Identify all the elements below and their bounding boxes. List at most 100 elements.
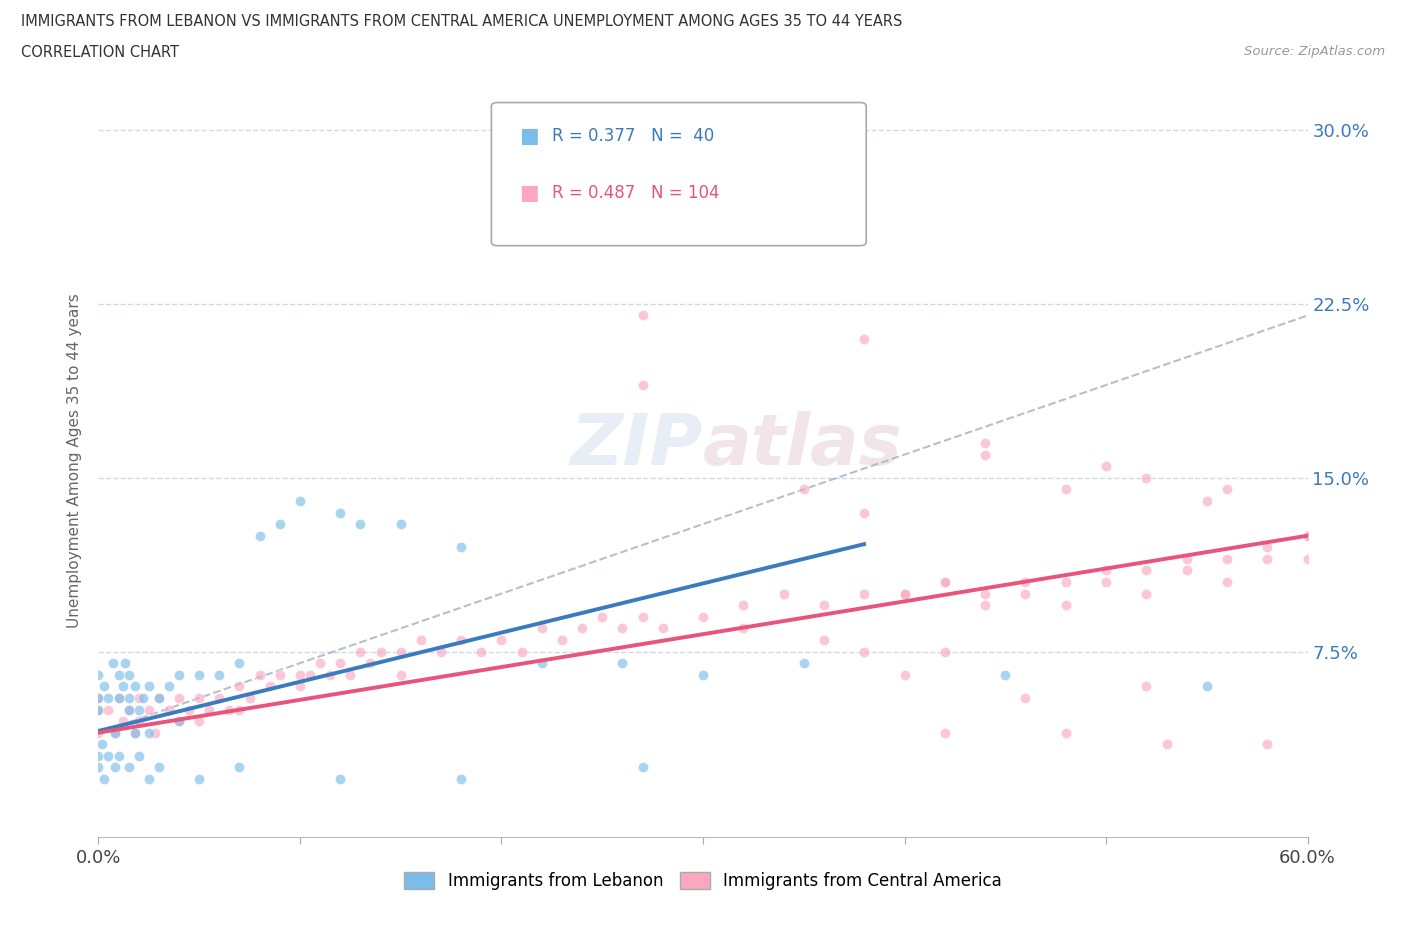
Text: atlas: atlas — [703, 411, 903, 480]
Point — [1256, 539, 1278, 554]
Point — [974, 447, 997, 462]
Point — [97, 690, 120, 705]
Text: R = 0.487   N = 104: R = 0.487 N = 104 — [551, 184, 720, 202]
Point — [87, 668, 110, 683]
Text: R = 0.377   N =  40: R = 0.377 N = 40 — [551, 127, 714, 145]
Point — [1296, 551, 1319, 566]
Point — [631, 760, 654, 775]
Point — [103, 725, 125, 740]
Point — [450, 632, 472, 647]
Point — [249, 528, 271, 543]
Point — [167, 690, 190, 705]
Point — [1216, 482, 1239, 497]
Point — [974, 598, 997, 613]
Point — [1135, 471, 1157, 485]
Point — [389, 517, 412, 532]
Point — [631, 308, 654, 323]
Point — [299, 668, 322, 683]
Point — [530, 621, 553, 636]
Point — [470, 644, 492, 659]
Point — [269, 668, 291, 683]
Point — [157, 679, 180, 694]
Point — [107, 690, 129, 705]
Point — [853, 586, 876, 601]
Point — [1156, 737, 1178, 751]
Point — [107, 749, 129, 764]
Text: ■: ■ — [519, 126, 538, 146]
Point — [1095, 575, 1118, 590]
Point — [198, 702, 221, 717]
Point — [1054, 598, 1077, 613]
Point — [128, 702, 150, 717]
Point — [1296, 528, 1319, 543]
Point — [692, 668, 714, 683]
Point — [974, 435, 997, 450]
Point — [179, 702, 201, 717]
Point — [87, 690, 110, 705]
Point — [148, 690, 170, 705]
Point — [188, 668, 211, 683]
Point — [1256, 551, 1278, 566]
Point — [813, 632, 835, 647]
Point — [853, 505, 876, 520]
Point — [813, 598, 835, 613]
Point — [1014, 575, 1036, 590]
Point — [370, 644, 392, 659]
Point — [329, 505, 352, 520]
Point — [1095, 563, 1118, 578]
Point — [733, 598, 755, 613]
Point — [148, 690, 170, 705]
Point — [259, 679, 281, 694]
Point — [1095, 458, 1118, 473]
Point — [510, 644, 533, 659]
Point — [93, 679, 115, 694]
Text: ■: ■ — [519, 183, 538, 203]
Point — [1256, 737, 1278, 751]
Point — [103, 760, 125, 775]
Point — [631, 378, 654, 392]
Point — [994, 668, 1017, 683]
Text: Source: ZipAtlas.com: Source: ZipAtlas.com — [1244, 45, 1385, 58]
Point — [349, 517, 371, 532]
Point — [491, 632, 513, 647]
Point — [450, 772, 472, 787]
Point — [228, 656, 250, 671]
Point — [87, 690, 110, 705]
Point — [1195, 494, 1218, 509]
Point — [138, 679, 160, 694]
Point — [93, 772, 115, 787]
Point — [389, 668, 412, 683]
Point — [101, 656, 124, 671]
Point — [118, 702, 141, 717]
Point — [188, 713, 211, 728]
Point — [167, 668, 190, 683]
Point — [128, 749, 150, 764]
Point — [1296, 528, 1319, 543]
Point — [1175, 551, 1198, 566]
Point — [793, 482, 815, 497]
Point — [934, 575, 956, 590]
Point — [309, 656, 332, 671]
Point — [893, 586, 915, 601]
Point — [1135, 563, 1157, 578]
Point — [430, 644, 453, 659]
Point — [167, 713, 190, 728]
Point — [450, 539, 472, 554]
Point — [288, 679, 311, 694]
Point — [97, 702, 120, 717]
Point — [360, 656, 382, 671]
Point — [1054, 575, 1077, 590]
Point — [87, 749, 110, 764]
Point — [793, 180, 815, 195]
Point — [218, 702, 240, 717]
Point — [111, 679, 134, 694]
Point — [107, 668, 129, 683]
Point — [118, 760, 141, 775]
Point — [1054, 482, 1077, 497]
Point — [114, 656, 136, 671]
Point — [1014, 586, 1036, 601]
Point — [591, 609, 613, 624]
Text: ZIP: ZIP — [571, 411, 703, 480]
Point — [1195, 679, 1218, 694]
Point — [1054, 725, 1077, 740]
